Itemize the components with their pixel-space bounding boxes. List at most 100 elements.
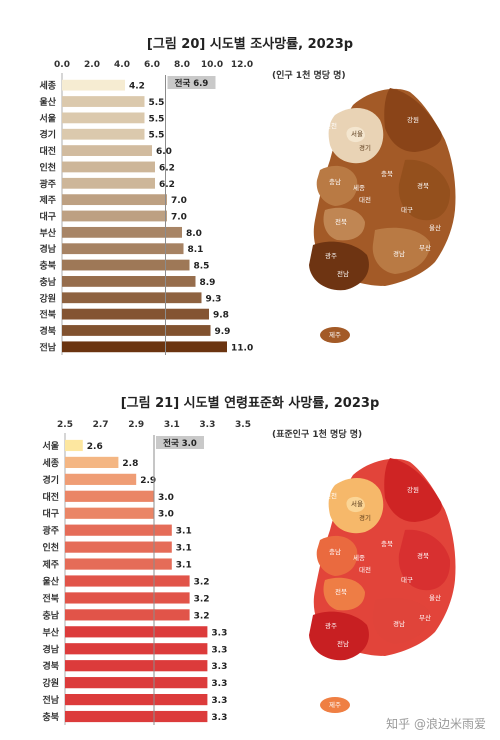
bar <box>62 227 182 238</box>
value-label: 5.5 <box>149 98 165 108</box>
map-region-label: 서울 <box>351 129 363 138</box>
bar-chart-20: 0.0 2.0 4.0 6.0 8.0 10.0 12.0 세종 4.2 울산 5.5 서울 5.5 경기… <box>0 55 260 365</box>
category-label: 광주 <box>39 178 56 190</box>
bar <box>65 508 154 519</box>
map-region-label: 강원 <box>407 485 419 494</box>
value-label: 3.3 <box>211 696 227 706</box>
bar <box>65 440 83 451</box>
value-label: 2.8 <box>122 459 138 469</box>
category-label: 광주 <box>42 525 59 537</box>
map-20: 서울인천경기강원충북충남세종대전경북대구울산부산경남전북광주전남제주 <box>295 80 495 370</box>
map-region-label: 대구 <box>401 576 413 584</box>
bar <box>65 457 118 468</box>
bar <box>65 525 172 536</box>
bar <box>65 474 136 485</box>
value-label: 3.3 <box>211 713 227 723</box>
value-label: 3.3 <box>211 679 227 689</box>
map-region-label: 충남 <box>329 547 341 556</box>
value-label: 5.5 <box>149 114 165 124</box>
x-tick-label: 3.3 <box>199 420 215 430</box>
map-region-label: 울산 <box>429 223 441 232</box>
value-label: 3.1 <box>176 561 192 571</box>
figure-20: [그림 20] 시도별 조사망률, 2023p 0.0 2.0 4.0 6.0 8.0 1… <box>0 0 500 370</box>
value-label: 7.0 <box>171 196 187 206</box>
category-label: 울산 <box>39 96 56 108</box>
category-label: 서울 <box>42 440 59 452</box>
map-region-label: 전남 <box>337 269 349 278</box>
category-label: 충남 <box>42 609 59 621</box>
value-label: 2.6 <box>87 442 103 452</box>
map-region-label: 울산 <box>429 593 441 602</box>
category-label: 전남 <box>42 694 59 706</box>
category-label: 부산 <box>42 626 59 638</box>
category-label: 제주 <box>42 559 59 571</box>
bar <box>62 112 145 123</box>
map-region-label: 전북 <box>335 217 347 226</box>
bar <box>62 341 227 352</box>
bar <box>65 694 207 705</box>
map-region-label: 전북 <box>335 587 347 596</box>
category-label: 울산 <box>42 576 59 588</box>
value-label: 6.2 <box>159 163 175 173</box>
map-region-label: 경북 <box>417 181 429 190</box>
value-label: 3.3 <box>211 645 227 655</box>
chart-unit-21: (표준인구 1천 명당 명) <box>272 427 362 440</box>
value-label: 8.1 <box>188 245 204 255</box>
bar <box>62 260 190 271</box>
bar <box>62 145 152 156</box>
bar <box>65 677 207 688</box>
map-region-label: 충북 <box>381 169 393 178</box>
value-label: 3.2 <box>194 611 210 621</box>
category-label: 인천 <box>39 162 56 173</box>
value-label: 8.9 <box>200 278 216 288</box>
category-label: 충북 <box>42 711 59 723</box>
category-label: 경북 <box>42 660 59 672</box>
category-label: 강원 <box>42 677 59 689</box>
map-region-label: 부산 <box>419 243 431 252</box>
category-label: 전남 <box>39 341 56 353</box>
x-tick-label: 3.1 <box>164 420 180 430</box>
x-tick-label: 12.0 <box>231 60 253 70</box>
category-label: 세종 <box>42 457 59 469</box>
map-region-label: 서울 <box>351 499 363 508</box>
map-region-label: 대전 <box>359 565 371 574</box>
map-region-label: 광주 <box>325 622 337 630</box>
category-label: 경기 <box>39 129 56 141</box>
map-region-label: 강원 <box>407 115 419 124</box>
value-label: 3.2 <box>194 594 210 604</box>
bar <box>65 609 190 620</box>
x-tick-label: 2.9 <box>128 420 144 430</box>
category-label: 인천 <box>42 543 59 554</box>
value-label: 7.0 <box>171 213 187 223</box>
value-label: 6.0 <box>156 147 172 157</box>
bar <box>62 80 125 91</box>
bar <box>65 575 190 586</box>
category-label: 세종 <box>39 80 56 92</box>
map-region-label: 충남 <box>329 177 341 186</box>
category-label: 서울 <box>39 112 56 124</box>
x-tick-label: 3.5 <box>235 420 251 430</box>
map-region-label: 세종 <box>353 553 365 562</box>
bar <box>65 626 207 637</box>
category-label: 대전 <box>42 491 59 503</box>
bar <box>65 660 207 671</box>
bar <box>62 309 209 320</box>
map-region-label: 세종 <box>353 183 365 192</box>
category-label: 충북 <box>39 260 56 272</box>
category-label: 전북 <box>39 309 56 321</box>
value-label: 4.2 <box>129 82 145 92</box>
value-label: 9.9 <box>215 327 231 337</box>
category-label: 대전 <box>39 145 56 157</box>
bar <box>62 162 155 173</box>
category-label: 충남 <box>39 276 56 288</box>
chart-title-20: [그림 20] 시도별 조사망률, 2023p <box>0 33 500 52</box>
bar <box>62 129 145 140</box>
reference-label: 전국 6.9 <box>175 78 209 89</box>
reference-label: 전국 3.0 <box>163 438 197 449</box>
map-region-label: 충북 <box>381 539 393 548</box>
bar <box>62 211 167 222</box>
bar <box>65 542 172 553</box>
map-region-label: 부산 <box>419 613 431 622</box>
chart-title-21: [그림 21] 시도별 연령표준화 사망률, 2023p <box>0 392 500 411</box>
